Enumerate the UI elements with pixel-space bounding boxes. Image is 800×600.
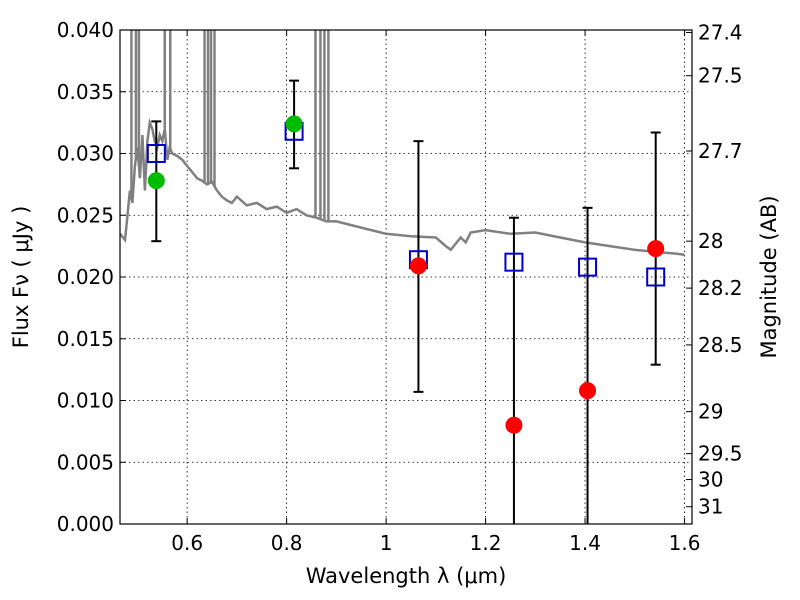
y2-tick-label: 30 xyxy=(698,468,723,492)
y2-tick-label: 29 xyxy=(698,400,723,424)
circle-marker xyxy=(409,257,427,275)
y-tick-label: 0.000 xyxy=(57,512,114,536)
y-axis-label: Flux Fν ( μJy ) xyxy=(9,206,33,349)
y2-tick-label: 31 xyxy=(698,495,723,519)
y-tick-label: 0.040 xyxy=(57,18,114,42)
x-tick-label: 0.6 xyxy=(171,531,203,555)
y2-tick-label: 27.4 xyxy=(698,20,743,44)
y-tick-label: 0.015 xyxy=(57,327,114,351)
circle-marker xyxy=(505,416,523,434)
model-spectrum-line xyxy=(120,117,685,257)
circle-marker xyxy=(579,382,597,400)
y2-tick-label: 28.2 xyxy=(698,276,743,300)
x-tick-label: 1.6 xyxy=(669,531,701,555)
x-tick-label: 1.4 xyxy=(569,531,601,555)
circle-marker xyxy=(285,115,303,133)
data-points xyxy=(146,115,666,434)
axis-ticks: 0.6 0.8 1 1.2 1.4 1.6 0.000 0.005 0.010 0.015 0.02… xyxy=(57,18,743,555)
square-marker xyxy=(504,252,524,272)
circle-marker xyxy=(647,240,665,258)
y-tick-label: 0.020 xyxy=(57,265,114,289)
y2-axis-label: Magnitude (AB) xyxy=(757,195,781,358)
square-marker xyxy=(646,267,666,287)
x-tick-label: 1.2 xyxy=(470,531,502,555)
y-tick-label: 0.035 xyxy=(57,80,114,104)
y-tick-label: 0.010 xyxy=(57,389,114,413)
square-marker xyxy=(578,257,598,277)
model-spectrum xyxy=(120,30,685,257)
x-tick-label: 1 xyxy=(380,531,393,555)
y2-tick-label: 29.5 xyxy=(698,442,743,466)
y2-tick-label: 28.5 xyxy=(698,333,743,357)
y-tick-label: 0.005 xyxy=(57,450,114,474)
x-tick-label: 0.8 xyxy=(271,531,303,555)
x-axis-label: Wavelength λ (μm) xyxy=(306,564,507,588)
y-tick-label: 0.025 xyxy=(57,203,114,227)
y-tick-label: 0.030 xyxy=(57,142,114,166)
y2-tick-label: 27.7 xyxy=(698,139,743,163)
circle-marker xyxy=(147,172,165,190)
square-marker xyxy=(146,144,166,163)
error-bars xyxy=(151,79,661,524)
y2-tick-label: 27.5 xyxy=(698,64,743,88)
y2-tick-label: 28 xyxy=(698,229,723,253)
